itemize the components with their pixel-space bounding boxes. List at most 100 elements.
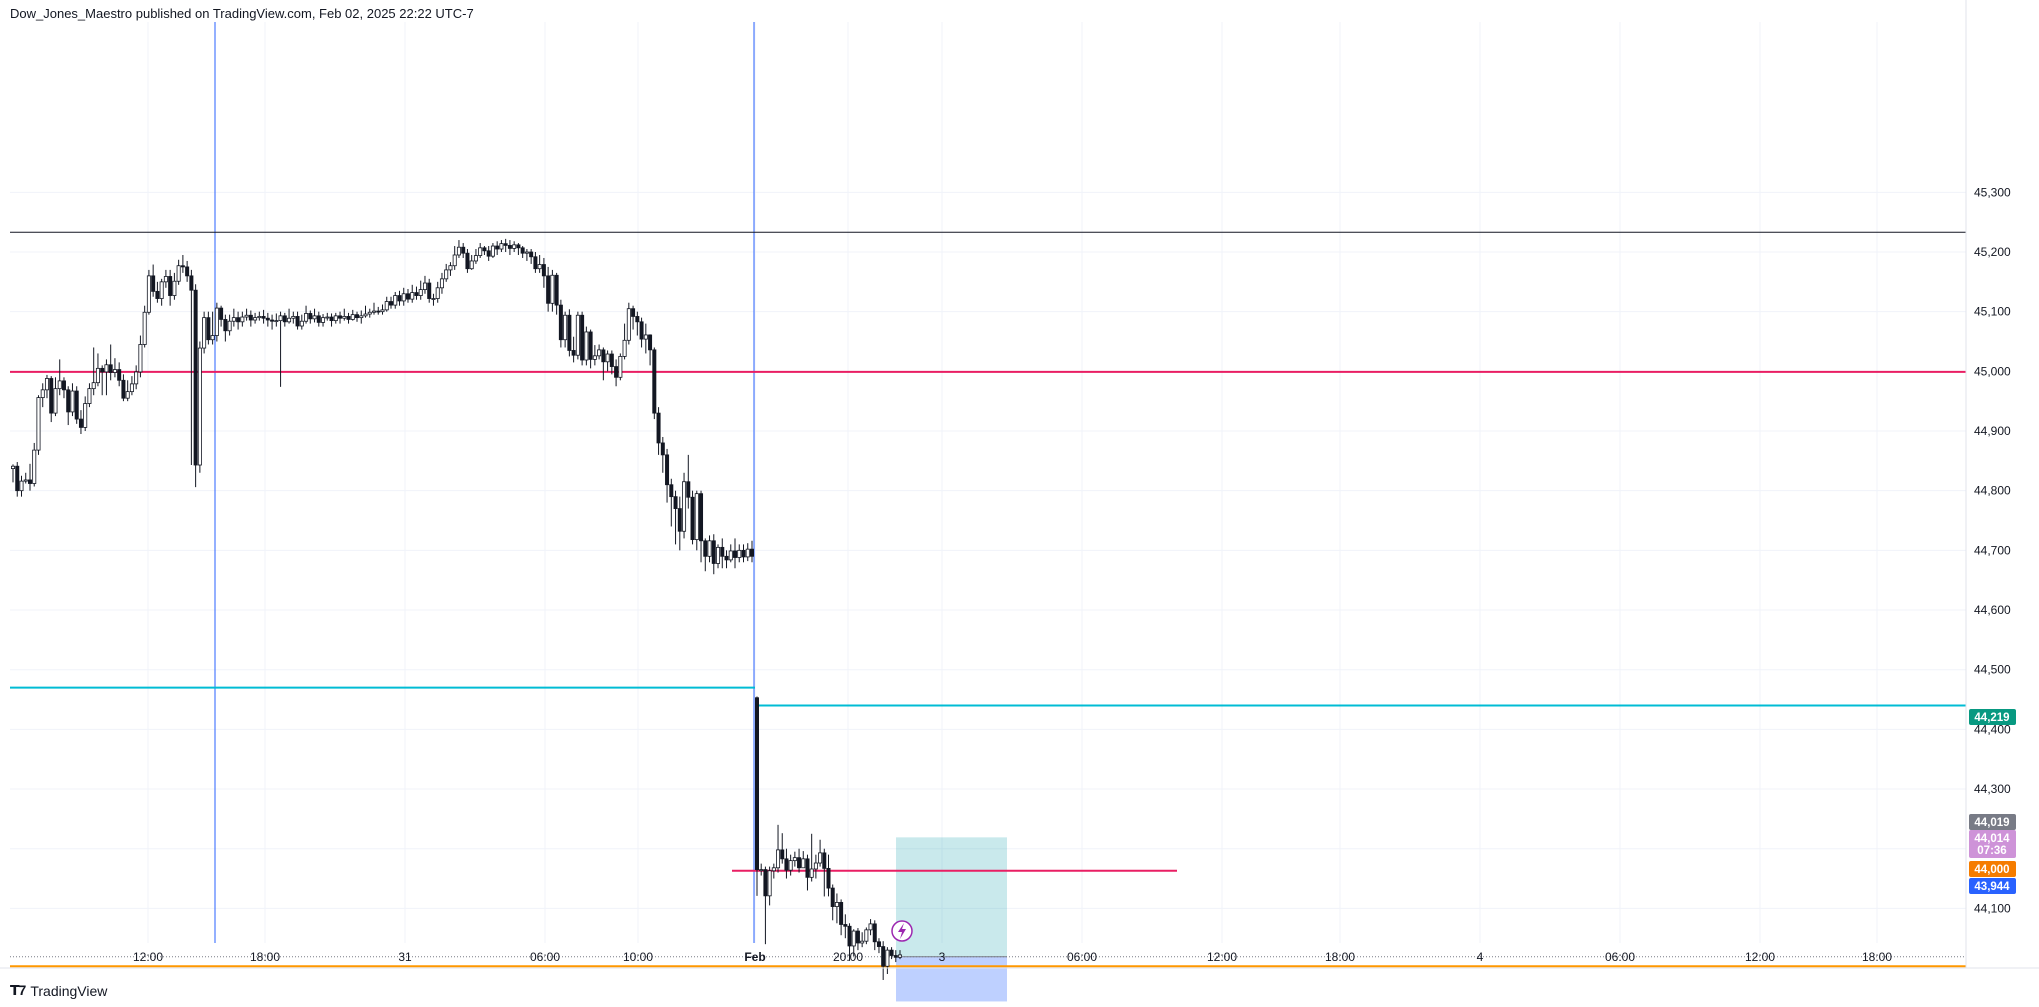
time-tick-label: 12:00 (1207, 950, 1237, 964)
candle-body (427, 282, 432, 299)
candle-body (134, 371, 139, 385)
candle-body (32, 449, 37, 484)
candle-body (648, 334, 653, 351)
price-tick-label: 45,200 (1974, 245, 2011, 259)
price-tick-label: 44,800 (1974, 484, 2011, 498)
candle-body (893, 955, 898, 958)
candle-body (333, 315, 338, 322)
candle-body (112, 369, 117, 373)
candle-body (563, 314, 568, 341)
candle-body (813, 862, 818, 870)
time-tick-label: 12:00 (133, 950, 163, 964)
candle-body (176, 265, 181, 282)
time-tick-label: 12:00 (1745, 950, 1775, 964)
price-tick-label: 44,400 (1974, 722, 2011, 736)
candle-body (83, 403, 88, 428)
candle-body (163, 276, 168, 283)
time-tick-label: Feb (744, 950, 765, 964)
candle-body (448, 265, 453, 271)
candle-body (567, 314, 572, 351)
candle-body (818, 852, 823, 864)
candle-body (889, 949, 894, 956)
candle-body (524, 251, 529, 254)
price-tag-countdown: 07:36 (1977, 845, 2006, 857)
candle-body (797, 857, 802, 869)
candle-body (855, 930, 860, 944)
candle-body (473, 255, 478, 262)
lightning-icon[interactable] (891, 920, 913, 942)
candle-body (716, 546, 721, 564)
price-tag (1969, 709, 2016, 725)
candle-body (380, 309, 385, 313)
candle-body (759, 869, 764, 871)
candle-body (592, 355, 597, 360)
candle-body (66, 389, 71, 413)
candle-body (104, 364, 109, 373)
time-tick-label: 06:00 (530, 950, 560, 964)
candle-body (40, 389, 45, 398)
candle-body (206, 317, 211, 341)
candle-body (741, 549, 746, 558)
candle-body (660, 442, 665, 456)
candle-body (597, 349, 602, 357)
candle-body (278, 315, 283, 322)
price-tag (1969, 861, 2016, 877)
candle-body (776, 849, 781, 869)
candle-body (614, 366, 619, 378)
candle-body (872, 923, 877, 943)
price-tick-label: 44,500 (1974, 663, 2011, 677)
candle-body (270, 319, 275, 322)
candle-body (541, 264, 546, 277)
lightning-icon-bolt (898, 923, 906, 939)
candle-body (682, 481, 687, 532)
publish-info: Dow_Jones_Maestro published on TradingVi… (10, 6, 474, 21)
candle-body (321, 317, 326, 323)
candle-body (665, 454, 670, 486)
candle-body (180, 265, 185, 268)
candle-body (367, 311, 372, 315)
candle-body (860, 940, 865, 944)
candle-body (49, 378, 54, 414)
candle-body (236, 317, 241, 323)
candle-body (363, 313, 368, 317)
candle-body (486, 250, 491, 257)
candle-body (469, 260, 474, 270)
candle-body (635, 316, 640, 323)
candle-body (282, 315, 287, 323)
candle-body (159, 281, 164, 299)
candle-body (588, 331, 593, 360)
candle-body (312, 315, 317, 320)
candle-body (805, 858, 810, 878)
candle-body (707, 540, 712, 557)
candle-body (74, 390, 79, 420)
time-tick-label: 06:00 (1605, 950, 1635, 964)
candle-body (197, 347, 202, 466)
candle-body (788, 860, 793, 871)
candle-body (898, 954, 903, 958)
candle-body (626, 308, 631, 341)
candle-body (388, 301, 393, 306)
time-tick-label: 31 (398, 950, 412, 964)
candle-body (575, 314, 580, 356)
candle-body (142, 311, 147, 345)
candle-body (23, 479, 28, 482)
tradingview-branding[interactable]: 𝗧7 TradingView (10, 982, 107, 999)
candle-body (342, 316, 347, 319)
candle-body (253, 317, 258, 321)
candle-body (601, 349, 606, 363)
candle-body (295, 316, 300, 327)
candle-body (401, 293, 406, 302)
price-tag-label: 44,219 (1974, 712, 2009, 724)
candle-body (316, 315, 321, 323)
candle-body (57, 380, 62, 390)
candle-body (219, 307, 224, 320)
candle-body (639, 321, 644, 340)
candle-body (346, 316, 351, 320)
candle-body (864, 929, 869, 942)
candle-body (261, 316, 266, 319)
candle-body (763, 869, 768, 897)
candle-body (19, 480, 24, 492)
candle-body (244, 314, 249, 318)
candle-body (70, 390, 75, 413)
